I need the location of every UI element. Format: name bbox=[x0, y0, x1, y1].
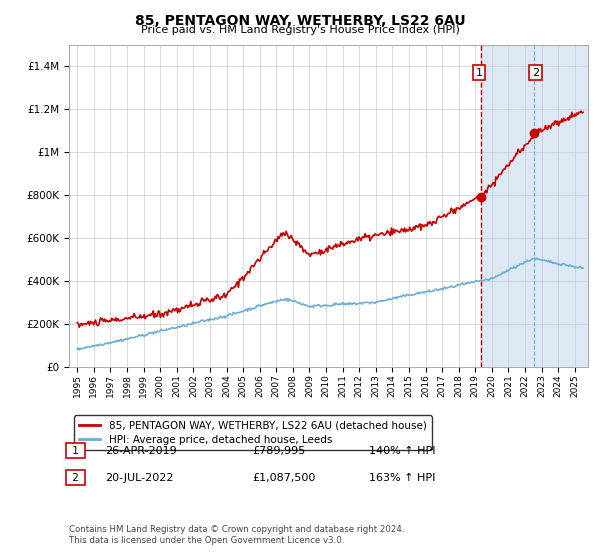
Text: £789,995: £789,995 bbox=[252, 446, 305, 456]
Text: 1: 1 bbox=[69, 446, 82, 456]
Text: Price paid vs. HM Land Registry's House Price Index (HPI): Price paid vs. HM Land Registry's House … bbox=[140, 25, 460, 35]
Text: 85, PENTAGON WAY, WETHERBY, LS22 6AU: 85, PENTAGON WAY, WETHERBY, LS22 6AU bbox=[134, 14, 466, 28]
Text: 163% ↑ HPI: 163% ↑ HPI bbox=[369, 473, 436, 483]
Text: 20-JUL-2022: 20-JUL-2022 bbox=[105, 473, 173, 483]
Text: 1: 1 bbox=[475, 68, 482, 78]
Text: 2: 2 bbox=[532, 68, 539, 78]
Legend: 85, PENTAGON WAY, WETHERBY, LS22 6AU (detached house), HPI: Average price, detac: 85, PENTAGON WAY, WETHERBY, LS22 6AU (de… bbox=[74, 416, 431, 450]
Text: £1,087,500: £1,087,500 bbox=[252, 473, 316, 483]
Text: Contains HM Land Registry data © Crown copyright and database right 2024.
This d: Contains HM Land Registry data © Crown c… bbox=[69, 525, 404, 545]
Text: 2: 2 bbox=[69, 473, 82, 483]
Bar bbox=[481, 45, 600, 367]
Text: 26-APR-2019: 26-APR-2019 bbox=[105, 446, 177, 456]
Text: 140% ↑ HPI: 140% ↑ HPI bbox=[369, 446, 436, 456]
